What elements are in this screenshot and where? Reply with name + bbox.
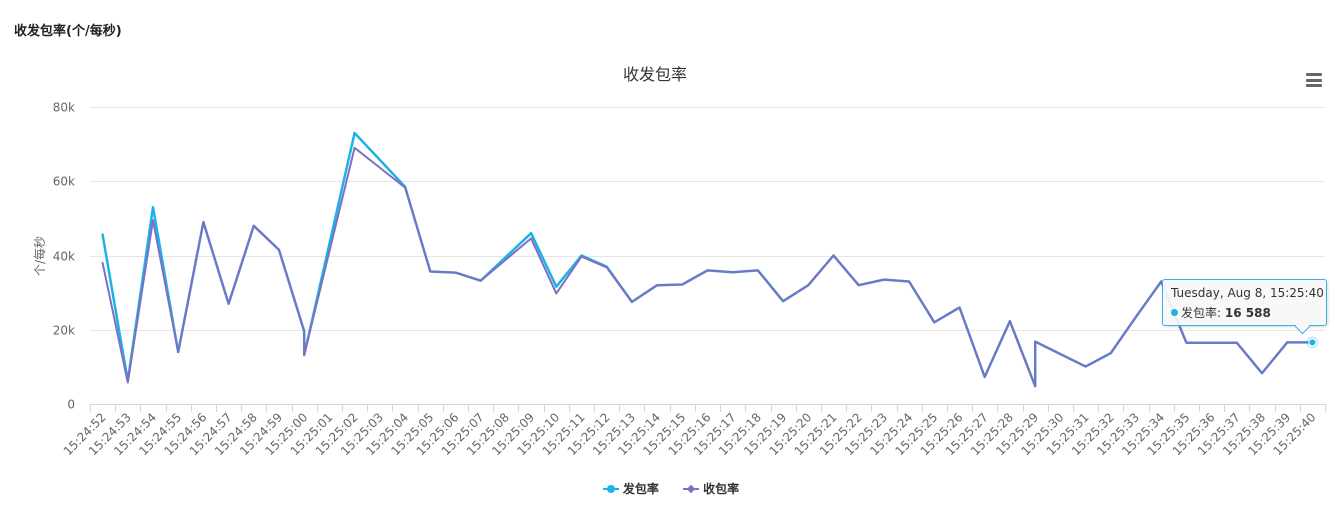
series-line-recv[interactable] (101, 146, 1314, 388)
tooltip-row: 发包率: 16 588 (1171, 304, 1318, 321)
legend-item-send[interactable]: 发包率 (602, 480, 659, 497)
tooltip-series: 发包率 (1181, 306, 1218, 320)
data-tooltip: Tuesday, Aug 8, 15:25:40 发包率: 16 588 (1162, 279, 1327, 335)
tooltip-value: 16 588 (1224, 306, 1271, 320)
series-line-send[interactable] (101, 131, 1314, 388)
series-dot-icon (1171, 309, 1178, 316)
panel-title: 收发包率(个/每秒) (14, 24, 122, 39)
y-tick-label: 0 (67, 398, 75, 412)
y-axis-title: 个/每秒 (32, 236, 47, 276)
y-tick-label: 20k (53, 324, 75, 338)
y-tick-label: 60k (53, 175, 75, 189)
legend-label-recv: 收包率 (703, 482, 740, 496)
legend-item-recv[interactable]: 收包率 (683, 480, 739, 497)
y-tick-label: 80k (53, 101, 75, 115)
circle-marker-icon (602, 484, 619, 494)
legend-label-send: 发包率 (622, 482, 659, 496)
y-tick-label: 40k (53, 250, 75, 264)
chart-title: 收发包率 (623, 65, 687, 84)
tooltip-date: Tuesday, Aug 8, 15:25:40 (1171, 286, 1324, 300)
chart-legend: 发包率 收包率 (0, 480, 1342, 497)
diamond-marker-icon (683, 484, 700, 494)
chart-menu-hamburger-icon[interactable] (1303, 70, 1325, 90)
hover-point[interactable] (1308, 338, 1317, 347)
tooltip-separator: : (1217, 306, 1225, 320)
